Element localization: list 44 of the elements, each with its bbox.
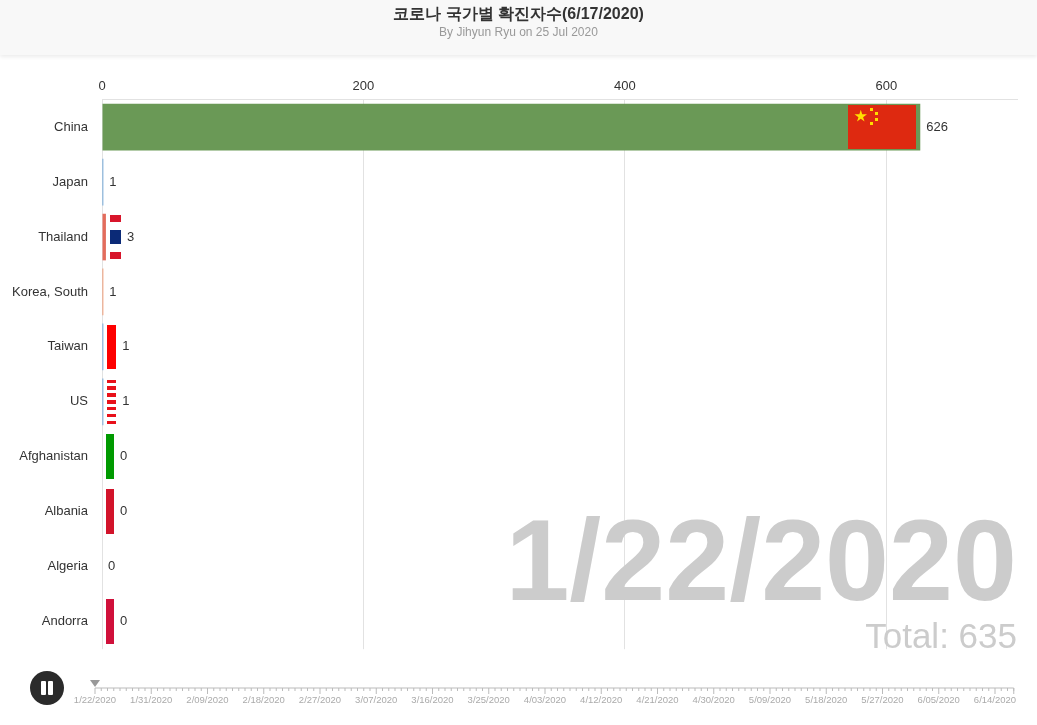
y-tick-label: China <box>54 118 89 134</box>
text: 3/25/2020 <box>467 694 510 706</box>
text: 2/27/2020 <box>298 694 342 706</box>
data-label: 3 <box>126 228 135 244</box>
data-label: 626 <box>926 118 948 134</box>
text: 4/30/2020 <box>692 694 735 706</box>
text: 2/18/2020 <box>242 694 285 706</box>
y-tick-label: Taiwan <box>47 338 88 354</box>
y-tick-label: Thailand <box>38 228 88 244</box>
x-tick-label: 400 <box>614 78 636 94</box>
text: 6/14/2020 <box>973 694 1017 706</box>
chart-subtitle: By Jihyun Ryu on 25 Jul 2020 <box>438 25 599 40</box>
text: 5/18/2020 <box>805 694 848 706</box>
y-tick-label: Afghanistan <box>19 448 88 464</box>
y-tick-label: Algeria <box>47 558 89 574</box>
y-tick-label: Japan <box>52 173 88 189</box>
text: 3/16/2020 <box>411 694 454 706</box>
text: 6/05/2020 <box>917 694 960 706</box>
text: 1/31/2020 <box>130 694 173 706</box>
text: 4/12/2020 <box>580 694 623 706</box>
text: 2/09/2020 <box>186 694 229 706</box>
data-label: 0 <box>120 448 128 464</box>
x-tick-label: 600 <box>875 78 898 94</box>
text: 4/03/2020 <box>523 694 567 706</box>
data-label: 1 <box>122 393 130 409</box>
y-tick-label: Andorra <box>41 613 89 629</box>
x-tick-label: 0 <box>98 78 106 94</box>
text: 3/07/2020 <box>355 694 398 706</box>
text: 5/09/2020 <box>748 694 792 706</box>
text: 5/27/2020 <box>861 694 904 706</box>
y-tick-label: Korea, South <box>12 283 88 299</box>
data-label: 0 <box>108 558 116 574</box>
y-tick-label: Albania <box>44 503 89 519</box>
data-label: 0 <box>120 613 128 629</box>
text: 4/21/2020 <box>636 694 679 706</box>
data-label: 1 <box>109 283 117 299</box>
text: 1/22/2020 <box>73 694 117 706</box>
data-label: 1 <box>109 173 117 189</box>
chart-title: 코로나 국가별 확진자수(6/17/2020) <box>392 4 645 24</box>
data-label: 1 <box>122 338 130 354</box>
data-label: 0 <box>120 503 128 519</box>
bar <box>102 103 921 151</box>
y-tick-label: US <box>69 393 89 409</box>
x-tick-label: 200 <box>352 78 375 94</box>
